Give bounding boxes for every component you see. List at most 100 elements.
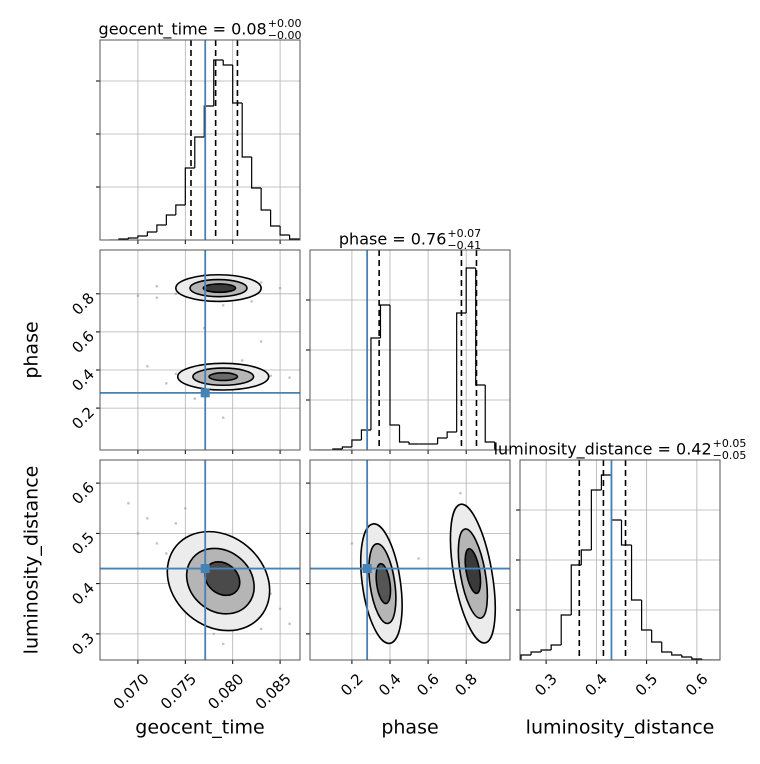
plot-area <box>100 460 300 660</box>
histogram-bin <box>260 188 271 211</box>
sample-point <box>165 382 168 385</box>
sample-point <box>193 397 197 400</box>
y-axis-label: luminosity_distance <box>21 466 43 655</box>
title-upper: +0.00 <box>268 17 302 30</box>
sample-point <box>259 627 263 631</box>
histogram-bin <box>232 65 243 104</box>
contour <box>375 562 392 605</box>
histogram-bin <box>701 659 712 660</box>
title-text: luminosity_distance = 0.42 <box>494 440 712 460</box>
sample-point <box>269 374 272 378</box>
histogram-bin <box>437 437 448 444</box>
histogram-bin <box>681 655 692 658</box>
x-tick-label: 0.4 <box>375 670 405 700</box>
sample-point <box>459 491 462 495</box>
histogram-bin <box>127 237 138 239</box>
sample-point <box>288 622 291 626</box>
histogram-bin <box>222 60 233 66</box>
sample-point <box>136 532 140 535</box>
histogram-bin <box>661 642 672 653</box>
histogram-bin <box>446 431 457 438</box>
histogram-bin <box>520 654 532 660</box>
sample-point <box>250 300 253 303</box>
sample-point <box>165 552 168 555</box>
histogram-bin <box>288 235 300 240</box>
panel: 0.070 0.075 0.080 0.085 0.3 0.4 0.5 0.6 geocent_… <box>21 459 301 739</box>
y-tick-label: 0.5 <box>68 529 98 559</box>
y-tick-label: 0.4 <box>68 365 98 395</box>
x-tick-label: 0.2 <box>337 670 367 700</box>
sample-point <box>136 294 140 298</box>
histogram-bin <box>279 226 290 236</box>
panel-title: geocent_time = 0.08 +0.00−0.00 <box>99 17 302 42</box>
histogram-bin <box>165 214 176 225</box>
x-axis-label: geocent_time <box>135 717 264 739</box>
y-tick-label: 0.2 <box>68 403 98 433</box>
x-tick-label: 0.080 <box>204 670 247 713</box>
panel: 0.3 0.4 0.5 0.6 luminosity_distance = 0.42 +0… <box>494 437 747 739</box>
x-tick-label: 0.8 <box>451 670 481 700</box>
panel: geocent_time = 0.08 +0.00−0.00 <box>96 17 301 244</box>
x-tick-label: 0.075 <box>157 670 200 713</box>
histogram-bin <box>641 600 652 631</box>
sample-point <box>155 542 159 545</box>
plot-area <box>100 40 300 240</box>
title-upper: +0.05 <box>713 437 747 450</box>
x-tick-label: 0.085 <box>252 670 295 713</box>
sample-point <box>240 359 244 362</box>
x-tick-label: 0.5 <box>632 670 662 700</box>
y-tick-label: 0.4 <box>68 579 98 609</box>
panel-title: phase = 0.76 +0.07−0.41 <box>339 227 481 252</box>
plot-area <box>520 460 720 660</box>
histogram-bin <box>379 304 390 338</box>
sample-point <box>417 557 420 560</box>
histogram-bin <box>341 446 352 449</box>
histogram-bin <box>570 564 582 615</box>
sample-point <box>278 607 282 611</box>
panel-frame <box>309 459 511 661</box>
histogram-bin <box>408 442 419 445</box>
histogram-bin <box>600 474 612 490</box>
truth-marker <box>362 564 372 574</box>
x-tick-label: 0.6 <box>682 670 712 700</box>
x-tick-label: 0.6 <box>413 670 443 700</box>
histogram-bin <box>175 204 186 215</box>
histogram-bin <box>671 652 682 656</box>
y-tick-label: 0.6 <box>68 327 98 357</box>
title-text: phase = 0.76 <box>339 230 446 249</box>
panel-frame <box>99 39 301 241</box>
sample-point <box>127 501 130 505</box>
title-lower: −0.41 <box>447 239 481 252</box>
title-upper: +0.07 <box>447 227 481 240</box>
sample-point <box>221 416 225 419</box>
plot-area <box>310 460 510 660</box>
histogram-bin <box>456 312 467 432</box>
histogram-bin <box>651 630 662 643</box>
histogram-bin <box>137 235 148 238</box>
sample-point <box>212 632 216 636</box>
sample-point <box>174 372 178 376</box>
histogram-bin <box>691 657 702 660</box>
sample-point <box>350 542 354 545</box>
panel: 0.2 0.4 0.6 0.8 phase <box>21 249 301 454</box>
histogram-bin <box>370 337 381 430</box>
histogram-bin <box>560 614 572 645</box>
histogram-bin <box>184 167 195 205</box>
y-tick-label: 0.3 <box>68 629 98 659</box>
histogram-bin <box>610 475 622 521</box>
plot-area <box>310 250 510 450</box>
histogram-bin <box>146 231 157 236</box>
histogram-bin <box>351 439 362 447</box>
sample-point <box>146 364 149 368</box>
histogram-bin <box>156 224 167 232</box>
histogram-bin <box>251 157 262 189</box>
sample-point <box>221 303 225 307</box>
panel-frame <box>99 459 301 661</box>
sample-point <box>174 522 178 525</box>
x-axis-label: phase <box>381 717 438 739</box>
contour <box>464 547 482 595</box>
histogram-bin <box>620 520 632 546</box>
histogram-bin <box>194 136 205 168</box>
x-tick-label: 0.4 <box>582 670 612 700</box>
